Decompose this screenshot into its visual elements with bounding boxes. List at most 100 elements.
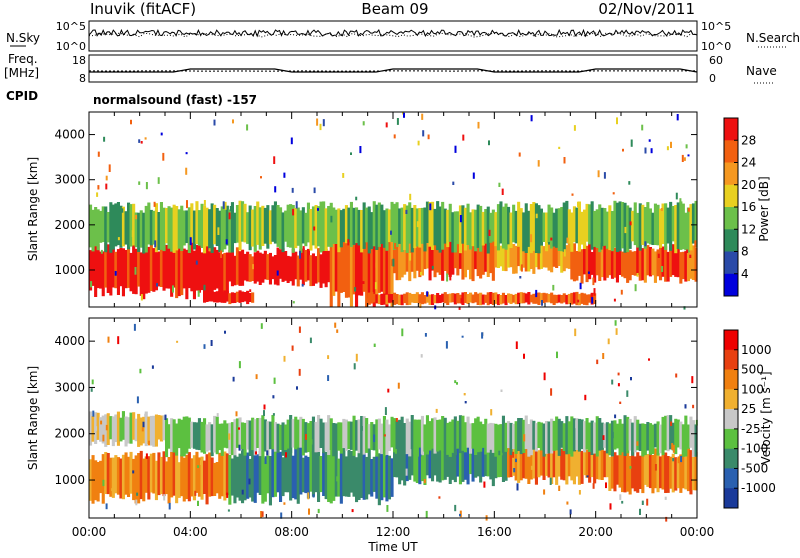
heatmap-speckle (483, 482, 485, 488)
heatmap-speckle (354, 287, 356, 291)
heatmap-speckle (680, 456, 682, 462)
colorbar-swatch (724, 449, 738, 469)
heatmap-speckle (296, 201, 298, 208)
heatmap-speckle (386, 122, 388, 127)
heatmap-speckle (616, 328, 618, 335)
heatmap-speckle (308, 509, 310, 515)
heatmap-speckle (536, 214, 538, 219)
heatmap-speckle (283, 502, 285, 505)
colorbar-tick-label: 20 (741, 178, 756, 192)
heatmap-speckle (130, 120, 132, 125)
heatmap-cell (251, 292, 254, 302)
heatmap-speckle (649, 139, 651, 142)
heatmap-speckle (691, 376, 693, 383)
heatmap-speckle (224, 331, 226, 334)
heatmap-speckle (95, 426, 97, 431)
xtick-label: 12:00 (376, 525, 411, 539)
heatmap-speckle (255, 451, 257, 454)
heatmap-speckle (353, 460, 355, 467)
heatmap-speckle (594, 288, 596, 296)
heatmap-speckle (630, 466, 632, 469)
heatmap-speckle (490, 409, 492, 415)
heatmap-speckle (478, 122, 480, 129)
noise-right-tick-bottom: 10^0 (701, 40, 731, 53)
heatmap-speckle (142, 427, 144, 431)
heatmap-speckle (552, 285, 554, 291)
colorbar-swatch (724, 330, 738, 350)
heatmap-speckle (564, 249, 566, 256)
heatmap-speckle (262, 511, 264, 517)
heatmap-speckle (675, 374, 677, 378)
heatmap-speckle (588, 272, 590, 274)
heatmap-speckle (273, 156, 275, 164)
heatmap-speckle (98, 152, 100, 157)
heatmap-speckle (261, 323, 263, 329)
heatmap-speckle (694, 240, 696, 247)
heatmap-speckle (615, 320, 617, 326)
heatmap-speckle (226, 493, 228, 498)
heatmap-speckle (186, 152, 188, 154)
heatmap-speckle (432, 266, 434, 269)
heatmap-speckle (327, 355, 329, 359)
heatmap-speckle (570, 509, 572, 514)
heatmap-speckle (409, 253, 411, 261)
heatmap-speckle (330, 216, 332, 223)
heatmap-speckle (550, 238, 552, 241)
heatmap-speckle (196, 261, 198, 265)
ytick-label: 3000 (54, 380, 85, 394)
heatmap-speckle (429, 203, 431, 210)
heatmap-speckle (195, 441, 197, 447)
colorbar-swatch (724, 409, 738, 429)
heatmap-speckle (593, 483, 595, 489)
heatmap-speckle (106, 503, 108, 509)
heatmap-speckle (102, 480, 104, 486)
heatmap-speckle (186, 200, 188, 208)
heatmap-speckle (296, 386, 298, 389)
cpid-label: CPID (6, 89, 38, 103)
heatmap-speckle (667, 146, 669, 150)
heatmap-speckle (158, 177, 160, 184)
heatmap-speckle (628, 181, 630, 185)
heatmap-speckle (310, 439, 312, 444)
heatmap-speckle (577, 300, 579, 303)
power-band (368, 292, 596, 305)
heatmap-speckle (118, 237, 120, 240)
heatmap-speckle (105, 184, 107, 190)
heatmap-speckle (591, 297, 593, 304)
heatmap-speckle (305, 434, 307, 440)
heatmap-speckle (134, 324, 136, 331)
colorbar-swatch (724, 274, 738, 297)
heatmap-speckle (538, 160, 540, 167)
heatmap-speckle (256, 374, 258, 379)
colorbar-swatch (724, 370, 738, 390)
heatmap-speckle (689, 255, 691, 258)
cpid-value: normalsound (fast) -157 (93, 93, 257, 107)
colorbar-swatch (724, 252, 738, 275)
heatmap-speckle (249, 289, 251, 292)
heatmap-speckle (498, 183, 500, 187)
ytick-label: 2000 (54, 218, 85, 232)
heatmap-speckle (592, 278, 594, 286)
heatmap-speckle (299, 251, 301, 259)
heatmap-speckle (456, 382, 458, 385)
heatmap-speckle (273, 413, 275, 416)
noise-left-label: N.Sky (6, 31, 40, 45)
xtick-label: 20:00 (578, 525, 613, 539)
ytick-label: 4000 (54, 334, 85, 348)
heatmap-speckle (611, 380, 613, 385)
heatmap-speckle (285, 452, 287, 457)
heatmap-speckle (531, 466, 533, 470)
heatmap-speckle (92, 411, 94, 417)
heatmap-speckle (373, 435, 375, 443)
heatmap-speckle (449, 276, 451, 281)
heatmap-speckle (246, 124, 248, 130)
heatmap-speckle (454, 505, 456, 511)
heatmap-speckle (138, 181, 140, 185)
heatmap-speckle (614, 299, 616, 302)
heatmap-speckle (661, 266, 663, 272)
heatmap-speckle (692, 405, 694, 408)
heatmap-speckle (419, 454, 421, 456)
heatmap-speckle (512, 452, 514, 458)
heatmap-speckle (517, 483, 519, 490)
